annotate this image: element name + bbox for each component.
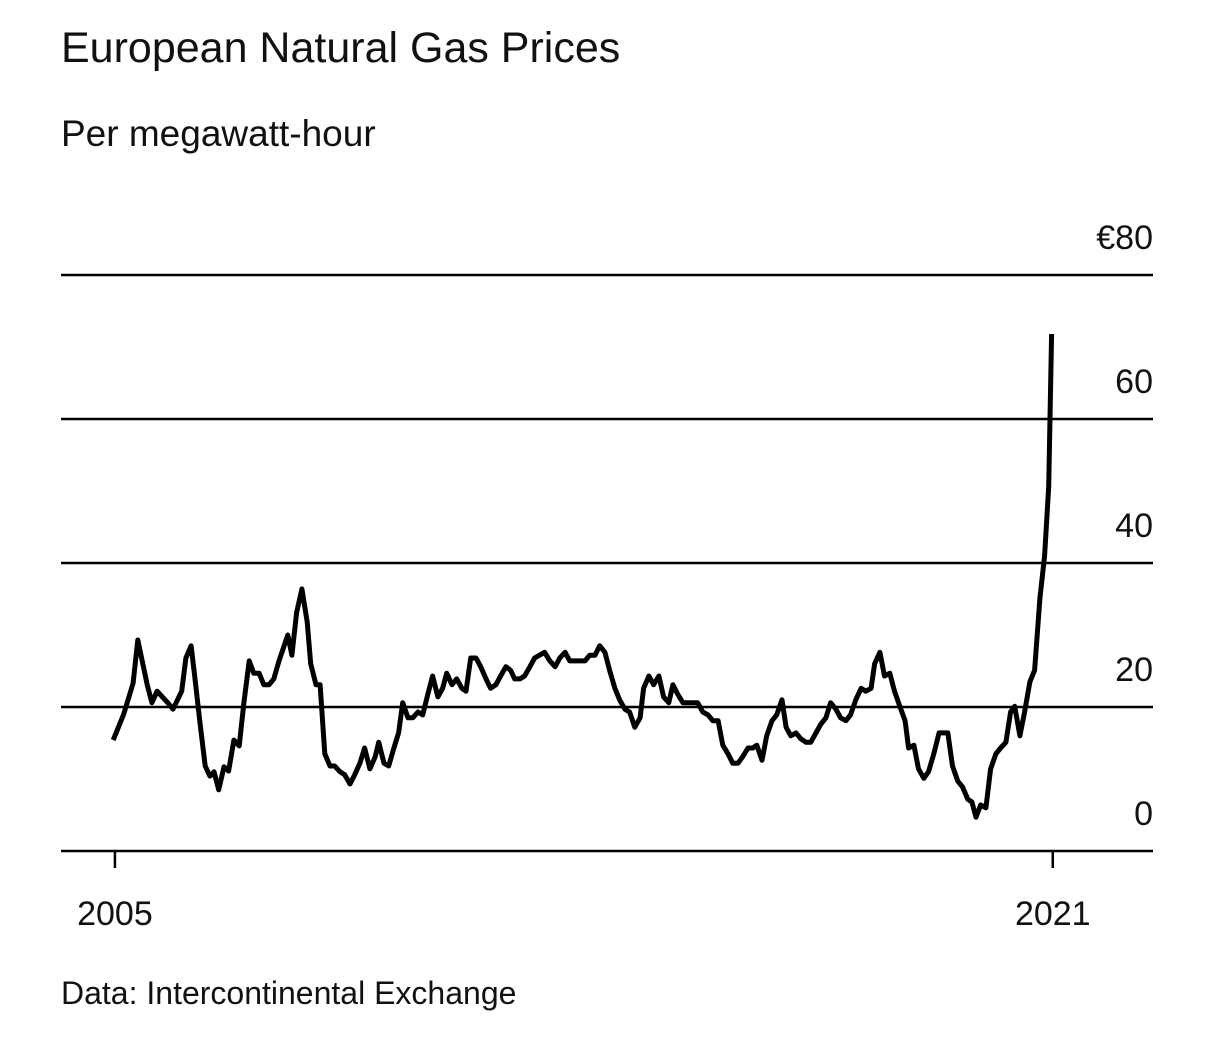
chart-title: European Natural Gas Prices bbox=[61, 24, 620, 72]
y-tick-label: 40 bbox=[1115, 507, 1153, 545]
x-tick-label: 2021 bbox=[1015, 895, 1091, 933]
source-note: Data: Intercontinental Exchange bbox=[61, 975, 516, 1011]
y-tick-label: 60 bbox=[1115, 363, 1153, 401]
y-tick-label: €80 bbox=[1096, 219, 1153, 257]
chart-subtitle: Per megawatt-hour bbox=[61, 113, 376, 154]
y-tick-label: 20 bbox=[1115, 651, 1153, 689]
x-tick-label: 2005 bbox=[77, 895, 153, 933]
price-line bbox=[110, 333, 1055, 820]
y-tick-label: 0 bbox=[1134, 795, 1153, 833]
